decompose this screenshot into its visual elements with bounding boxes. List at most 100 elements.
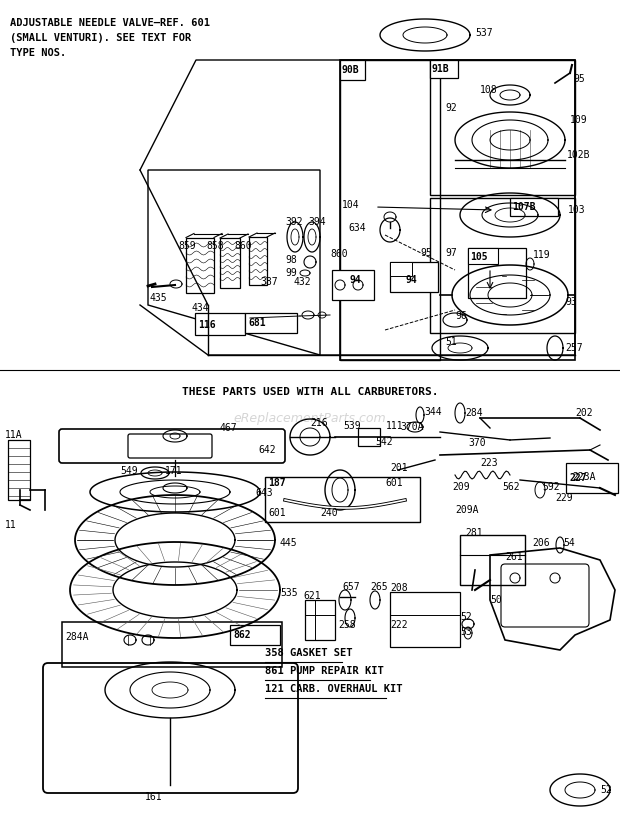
Text: 657: 657 [342, 582, 360, 592]
Text: 467: 467 [220, 423, 237, 433]
Text: 562: 562 [502, 482, 520, 492]
Text: 601: 601 [268, 508, 286, 518]
Text: 50: 50 [490, 595, 502, 605]
Text: 681: 681 [248, 318, 265, 328]
Bar [305, 600, 335, 640]
Bar [332, 270, 374, 300]
Text: 98: 98 [285, 255, 297, 265]
Text: 11A: 11A [5, 430, 22, 440]
Text: 11: 11 [5, 520, 17, 530]
Text: eReplacementParts.com: eReplacementParts.com [234, 412, 386, 425]
Text: 209A: 209A [455, 505, 479, 515]
Bar [8, 440, 30, 500]
Text: 258: 258 [338, 620, 356, 630]
Text: 111: 111 [386, 421, 404, 431]
Text: 119: 119 [533, 250, 551, 260]
Text: 94: 94 [349, 275, 361, 285]
Text: 257: 257 [565, 343, 583, 353]
Text: THESE PARTS USED WITH ALL CARBURETORS.: THESE PARTS USED WITH ALL CARBURETORS. [182, 387, 438, 397]
Text: 281: 281 [465, 528, 482, 538]
Text: 858: 858 [206, 241, 224, 251]
Text: 121 CARB. OVERHAUL KIT: 121 CARB. OVERHAUL KIT [265, 684, 402, 694]
Text: 535: 535 [280, 588, 298, 598]
Text: 537: 537 [475, 28, 493, 38]
Bar [195, 313, 245, 335]
Text: 105: 105 [470, 252, 487, 262]
Bar [265, 477, 420, 522]
Text: 201: 201 [390, 463, 407, 473]
Text: 542: 542 [375, 437, 392, 447]
Text: 108: 108 [480, 85, 498, 95]
Bar [390, 592, 460, 647]
Text: 90B: 90B [342, 65, 360, 75]
Text: 52: 52 [460, 612, 472, 622]
Text: 103: 103 [568, 205, 586, 215]
Bar [468, 248, 526, 298]
Text: 434: 434 [192, 303, 210, 313]
Text: 445: 445 [280, 538, 298, 548]
Text: 227: 227 [570, 473, 588, 483]
Text: 284: 284 [465, 408, 482, 418]
Text: 229: 229 [555, 493, 573, 503]
Text: 284A: 284A [65, 632, 89, 642]
Text: 435: 435 [150, 293, 167, 303]
Text: 206: 206 [532, 538, 549, 548]
Text: 107B: 107B [512, 202, 536, 212]
Text: 51: 51 [445, 337, 457, 347]
Text: 92: 92 [445, 103, 457, 113]
Text: 102B: 102B [567, 150, 590, 160]
Text: 109: 109 [570, 115, 588, 125]
Text: 97: 97 [445, 248, 457, 258]
Text: 432: 432 [294, 277, 312, 287]
Text: 171: 171 [165, 466, 183, 476]
Text: 161: 161 [145, 792, 162, 802]
Text: 99: 99 [285, 268, 297, 278]
Text: 387: 387 [260, 277, 278, 287]
Bar [468, 248, 498, 264]
Text: 261: 261 [505, 552, 523, 562]
Text: 862: 862 [233, 630, 250, 640]
Bar [390, 262, 438, 292]
Bar [390, 262, 412, 276]
Text: 344: 344 [424, 407, 441, 417]
Text: 222: 222 [390, 620, 407, 630]
Text: 91B: 91B [432, 64, 450, 74]
Text: 96: 96 [455, 311, 467, 321]
Bar [340, 60, 575, 360]
Text: 104: 104 [342, 200, 360, 210]
Text: 208: 208 [390, 583, 407, 593]
Text: 642: 642 [258, 445, 276, 455]
Text: 94: 94 [405, 275, 417, 285]
Text: 223: 223 [480, 458, 498, 468]
Bar [510, 198, 558, 216]
Bar [62, 622, 282, 667]
Bar [340, 60, 365, 80]
Text: 861 PUMP REPAIR KIT: 861 PUMP REPAIR KIT [265, 666, 384, 676]
Text: 549: 549 [120, 466, 138, 476]
Text: 392: 392 [285, 217, 303, 227]
Text: 54: 54 [563, 538, 575, 548]
Text: 394: 394 [308, 217, 326, 227]
Text: 859: 859 [178, 241, 196, 251]
Bar [245, 313, 297, 333]
Text: 358 GASKET SET: 358 GASKET SET [265, 648, 353, 658]
Text: TYPE NOS.: TYPE NOS. [10, 48, 66, 58]
Bar [566, 463, 618, 493]
Bar [430, 60, 458, 78]
Text: 240: 240 [320, 508, 338, 518]
Text: 116: 116 [198, 320, 216, 330]
Text: 209: 209 [452, 482, 469, 492]
Text: 860: 860 [234, 241, 252, 251]
Text: 601: 601 [385, 478, 402, 488]
Bar [430, 60, 575, 195]
Text: 93: 93 [565, 297, 577, 307]
Text: 539: 539 [343, 421, 361, 431]
Text: 634: 634 [348, 223, 366, 233]
Text: 95: 95 [420, 248, 432, 258]
Text: 216: 216 [310, 418, 327, 428]
Bar [358, 428, 380, 446]
Text: 223A: 223A [572, 472, 595, 482]
Text: 643: 643 [255, 488, 273, 498]
Text: 202: 202 [575, 408, 593, 418]
Text: 621: 621 [303, 591, 321, 601]
